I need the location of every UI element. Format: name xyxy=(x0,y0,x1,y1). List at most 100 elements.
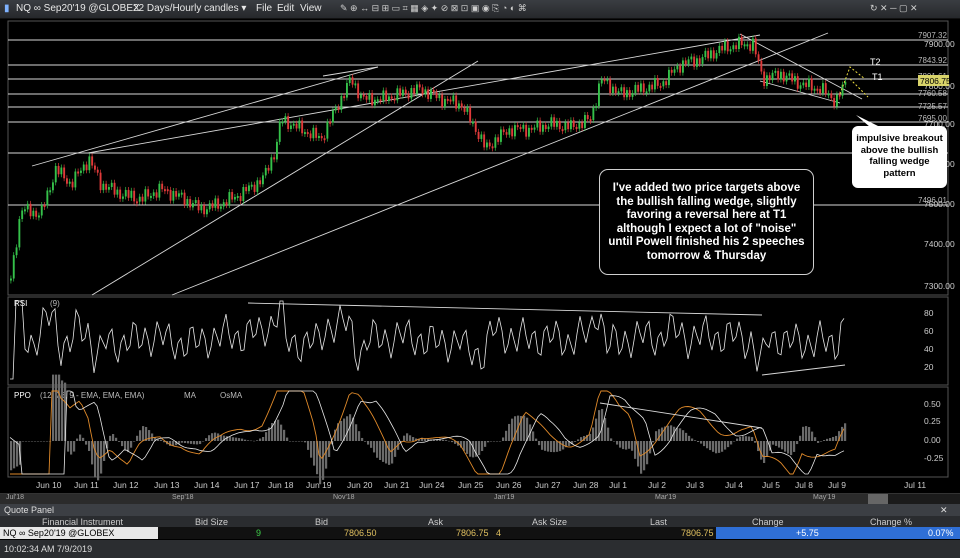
candle xyxy=(110,182,113,188)
col-header[interactable]: Bid Size xyxy=(195,517,229,527)
ppo-osma-label: OsMA xyxy=(220,391,243,400)
candle xyxy=(477,131,480,139)
table-row[interactable]: NQ ∞ Sep20'19 @GLOBEX 9 7806.50 7806.75 … xyxy=(0,527,960,539)
svg-text:0.25: 0.25 xyxy=(924,416,941,426)
col-header[interactable]: Last xyxy=(650,517,668,527)
ppo-histogram-bar xyxy=(616,441,619,445)
candle xyxy=(278,121,281,142)
ppo-histogram-bar xyxy=(115,437,118,441)
candle xyxy=(570,120,572,130)
ppo-histogram-bar xyxy=(382,441,385,462)
ppo-histogram-bar xyxy=(652,441,655,443)
ppo-histogram-bar xyxy=(112,434,115,441)
candle xyxy=(539,120,542,132)
candle xyxy=(444,98,446,108)
svg-text:7496.01: 7496.01 xyxy=(918,196,947,205)
candle xyxy=(105,183,108,190)
time-scrollbar[interactable]: Jul'18 Sep'18 Nov'18 Jan'19 Mar'19 May'1… xyxy=(0,493,960,504)
col-header[interactable]: Financial Instrument xyxy=(42,517,124,527)
ppo-histogram-bar xyxy=(709,441,712,451)
col-header[interactable]: Ask Size xyxy=(532,517,568,527)
candle xyxy=(729,49,732,52)
ppo-histogram-bar xyxy=(226,436,229,441)
rsi-axis: 80 60 40 20 xyxy=(924,308,934,372)
ppo-histogram-bar xyxy=(538,441,541,446)
candle xyxy=(35,210,38,217)
change-pct-cell: 0.07% xyxy=(928,528,954,538)
candle xyxy=(662,81,665,87)
candle xyxy=(24,209,26,212)
ppo-histogram-bar xyxy=(784,441,787,452)
ppo-histogram-bar xyxy=(733,441,736,442)
toolbar-icons[interactable]: ✎ ⊕ ↔ ⊟ ⊞ ▭ ⌗ ▦ ◈ ✦ ⊘ ⊠ ⊡ ▣ ◉ ⎘ ◔ ◐ ⌘ xyxy=(340,3,527,13)
change-cell: +5.75 xyxy=(796,528,819,538)
candle xyxy=(211,203,214,208)
candle xyxy=(116,189,119,195)
candle xyxy=(726,41,729,52)
ppo-histogram-bar xyxy=(547,441,550,452)
menu-file[interactable]: File xyxy=(256,3,273,14)
scroll-thumb[interactable] xyxy=(868,494,888,504)
ppo-histogram-bar xyxy=(799,435,802,441)
candle xyxy=(463,107,466,112)
ppo-histogram-bar xyxy=(520,416,523,441)
candle xyxy=(466,107,469,112)
col-header[interactable]: Ask xyxy=(428,517,444,527)
candle xyxy=(449,99,452,102)
ppo-histogram-bar xyxy=(340,420,343,441)
date-axis-label: Jun 28 xyxy=(573,480,599,490)
candle xyxy=(628,90,631,97)
ppo-histogram-bar xyxy=(766,441,769,457)
candle xyxy=(508,128,511,135)
ppo-histogram-bar xyxy=(487,441,490,443)
title-bar: ▮ NQ ∞ Sep20'19 @GLOBEX 22 Days/Hourly c… xyxy=(0,0,960,19)
candle xyxy=(497,137,500,142)
date-axis-label: Jun 13 xyxy=(154,480,180,490)
date-axis-label: Jun 17 xyxy=(234,480,260,490)
ppo-histogram-bar xyxy=(649,441,652,454)
ppo-histogram-bar xyxy=(559,441,562,452)
candle xyxy=(399,88,402,96)
ppo-histogram-bar xyxy=(805,426,808,441)
menu-view[interactable]: View xyxy=(300,3,322,14)
ppo-histogram-bar xyxy=(262,436,265,441)
scroll-label: Jul'18 xyxy=(6,494,25,501)
col-header[interactable]: Bid xyxy=(315,517,329,527)
candle xyxy=(323,138,326,141)
candle xyxy=(830,93,833,99)
ppo-histogram-bar xyxy=(580,437,583,441)
candle xyxy=(334,107,337,111)
candle xyxy=(236,195,239,198)
ppo-histogram-bar xyxy=(433,439,436,441)
candle xyxy=(757,54,760,61)
col-header[interactable]: Change xyxy=(752,517,784,527)
date-axis-label: Jun 11 xyxy=(74,480,99,490)
ppo-histogram-bar xyxy=(478,441,481,456)
chart-panel[interactable]: 7907.32 7843.92 7801.61 7760.58 7725.57 … xyxy=(0,19,960,493)
svg-text:80: 80 xyxy=(924,308,934,318)
timeframe-selector[interactable]: 22 Days/Hourly candles ▾ xyxy=(133,3,247,14)
window-controls[interactable]: ↻ ✕ ─ ▢ ✕ xyxy=(870,3,918,13)
col-header[interactable]: Change % xyxy=(870,517,913,527)
ppo-signal-line xyxy=(9,390,845,475)
candle xyxy=(710,50,712,59)
ppo-histogram-bar xyxy=(436,439,439,441)
instrument-cell[interactable]: NQ ∞ Sep20'19 @GLOBEX xyxy=(3,528,115,538)
candle xyxy=(614,86,617,93)
ppo-histogram-bar xyxy=(352,417,355,441)
ppo-histogram-bar xyxy=(823,440,826,441)
close-icon[interactable]: ✕ xyxy=(940,505,948,515)
candle xyxy=(250,184,253,187)
ppo-histogram-bar xyxy=(658,429,661,441)
ppo-histogram-bar xyxy=(160,439,163,441)
ppo-histogram-bar xyxy=(196,441,199,445)
candle xyxy=(810,78,813,91)
scroll-track[interactable] xyxy=(0,494,868,504)
candle xyxy=(172,190,175,201)
ppo-histogram-bar xyxy=(289,441,292,442)
ppo-histogram-bar xyxy=(403,435,406,441)
rsi-label: RSI xyxy=(14,299,27,308)
ppo-histogram-bar xyxy=(412,437,415,441)
menu-edit[interactable]: Edit xyxy=(277,3,295,14)
ppo-histogram-bar xyxy=(55,374,58,441)
